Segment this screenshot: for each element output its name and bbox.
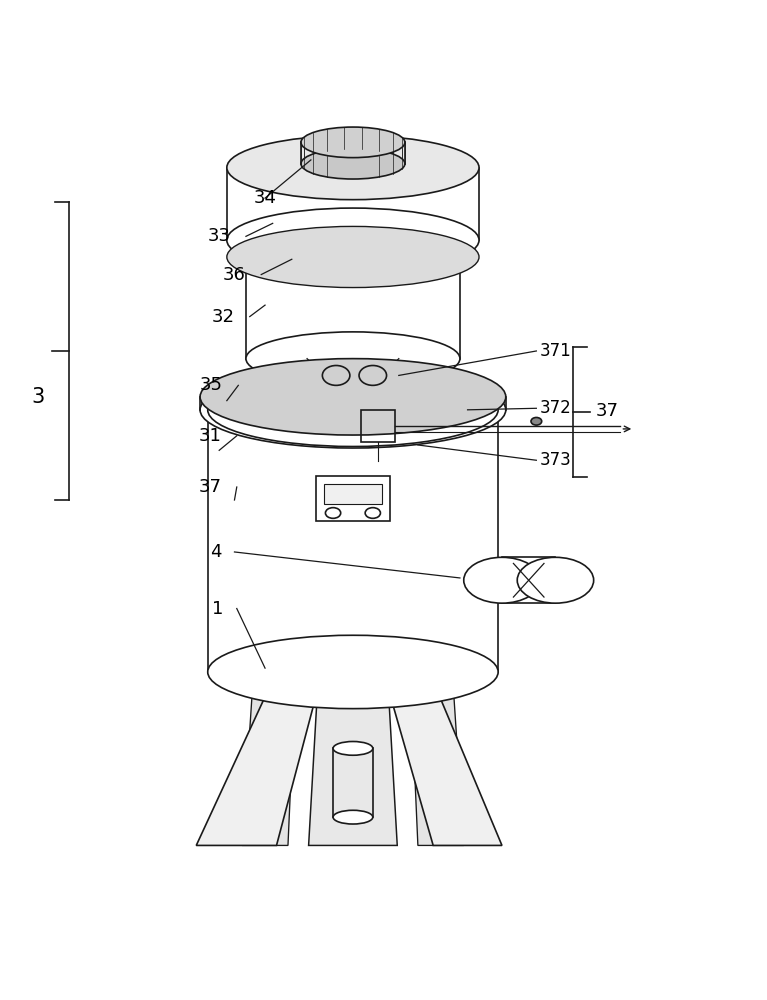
Text: 33: 33 [208,227,231,245]
Text: 37: 37 [596,402,619,420]
Polygon shape [384,672,502,845]
Bar [360,410,395,442]
Text: 372: 372 [540,399,572,417]
Text: 37: 37 [199,478,222,496]
Ellipse shape [246,230,460,284]
Ellipse shape [227,226,479,288]
Ellipse shape [531,417,542,425]
Ellipse shape [246,332,460,385]
Text: 3: 3 [31,387,44,407]
Ellipse shape [200,359,505,435]
Text: 373: 373 [540,451,572,469]
Polygon shape [410,672,464,845]
Ellipse shape [208,635,498,709]
Text: 36: 36 [223,266,246,284]
Text: 4: 4 [210,543,222,561]
Ellipse shape [208,373,498,447]
Text: 31: 31 [199,427,222,445]
Text: 32: 32 [212,308,235,326]
Polygon shape [196,672,322,845]
Ellipse shape [227,208,479,272]
Ellipse shape [301,148,405,179]
Bar [316,476,390,521]
Ellipse shape [333,741,373,755]
Ellipse shape [517,557,594,603]
Text: 371: 371 [540,342,572,360]
Ellipse shape [301,127,405,158]
Polygon shape [308,672,397,845]
Ellipse shape [464,557,540,603]
Text: 34: 34 [254,189,277,207]
Text: 35: 35 [200,376,223,394]
Bar [324,484,382,504]
Ellipse shape [333,810,373,824]
Ellipse shape [227,135,479,200]
Polygon shape [242,672,295,845]
Ellipse shape [200,372,505,448]
Text: 1: 1 [212,600,223,618]
